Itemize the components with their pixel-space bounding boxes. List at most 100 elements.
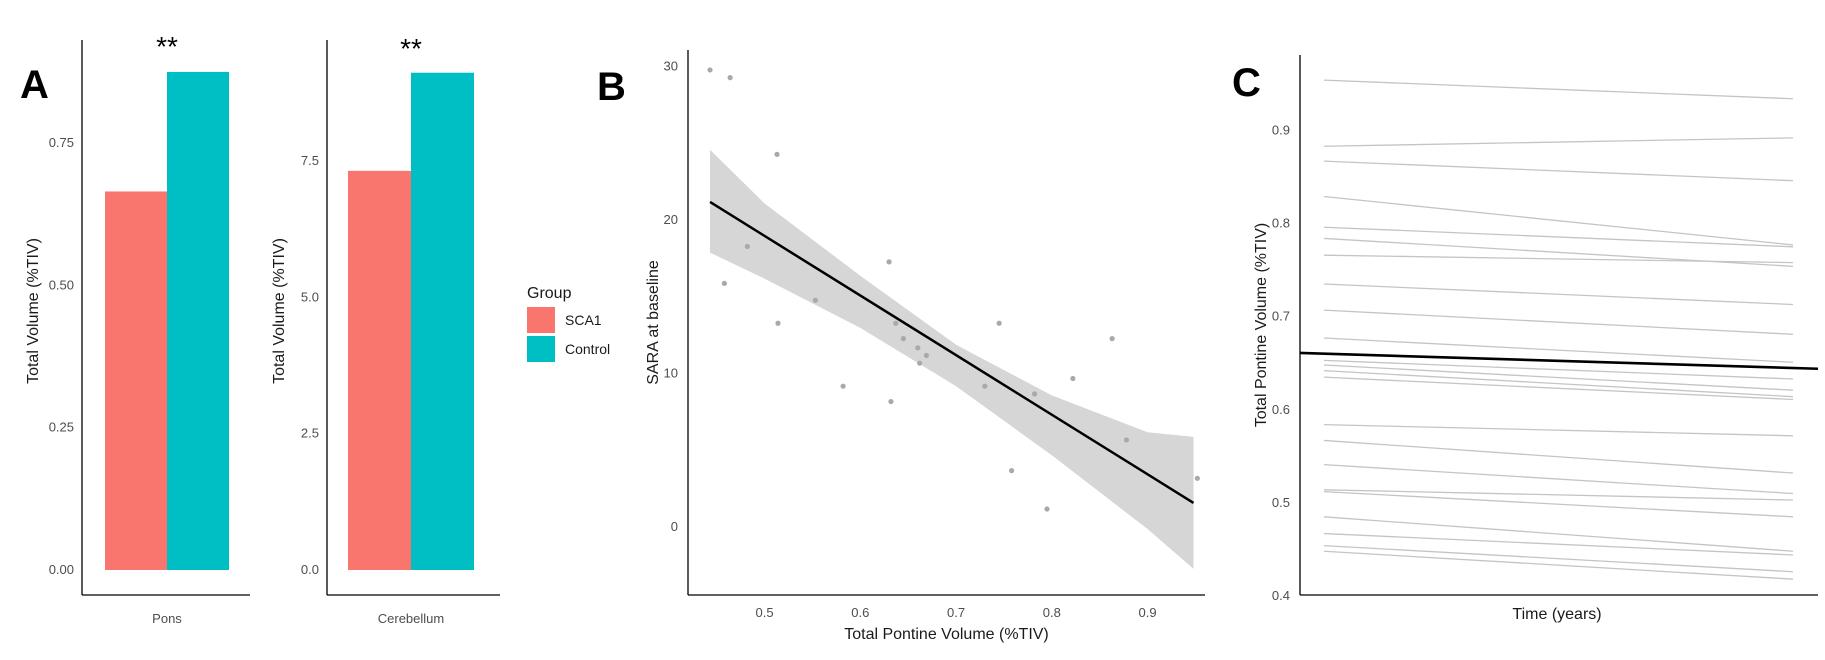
significance-annotation: ** [156, 31, 178, 62]
subject-trajectory [1323, 439, 1794, 474]
y-tick-label: 10 [664, 365, 678, 380]
data-point [1123, 437, 1130, 443]
subject-trajectory [1323, 369, 1794, 398]
data-point [1031, 391, 1038, 397]
subject-trajectory [1323, 491, 1794, 518]
pons-bar-chart: 0.00 0.25 0.50 0.75 ** Pons Total Volume (%TIV… [25, 31, 250, 626]
y-tick-label: 0.5 [1272, 495, 1290, 510]
data-point [707, 67, 713, 73]
x-axis-title: Time (years) [1512, 606, 1601, 623]
data-point [1009, 468, 1015, 474]
data-point [996, 320, 1002, 326]
pontine-trajectory-chart: 0.4 0.5 0.6 0.7 0.8 0.9 Time (years) Total Pont… [1253, 55, 1819, 623]
data-point [774, 151, 780, 157]
y-axis-title: Total Volume (%TIV) [271, 238, 288, 384]
y-tick-label: 7.5 [301, 153, 319, 168]
legend-swatch-sca1 [527, 307, 555, 333]
x-tick-label: 0.5 [756, 605, 774, 620]
subject-trajectory [1323, 309, 1794, 335]
data-point [888, 398, 894, 405]
subject-trajectory [1323, 516, 1794, 552]
legend-title: Group [527, 285, 572, 302]
x-tick-label: 0.8 [1043, 605, 1061, 620]
y-axis-title: SARA at baseline [645, 260, 662, 385]
y-axis-title: Total Volume (%TIV) [25, 238, 42, 384]
data-point [893, 320, 899, 326]
data-point [727, 75, 733, 81]
x-axis-title: Total Pontine Volume (%TIV) [844, 626, 1049, 643]
y-tick-label: 0.4 [1272, 588, 1290, 603]
y-tick-label: 0.7 [1272, 309, 1290, 324]
subject-trajectory [1323, 237, 1794, 267]
panel-label-c: C [1232, 61, 1261, 105]
subject-trajectory [1323, 359, 1794, 380]
subject-trajectory [1323, 254, 1794, 264]
mean-trajectory-line [1299, 351, 1819, 371]
subject-trajectory [1323, 532, 1794, 556]
data-point [982, 383, 988, 389]
x-tick-label: 0.9 [1139, 605, 1157, 620]
regression-line [709, 200, 1195, 504]
y-tick-label: 5.0 [301, 289, 319, 304]
y-tick-label: 0.25 [49, 420, 74, 435]
cerebellum-bar-chart: 0.0 2.5 5.0 7.5 ** Cerebellum Total Volume (%T… [271, 33, 500, 626]
bar-control [411, 72, 474, 570]
subject-trajectory [1323, 226, 1794, 248]
data-point [886, 259, 892, 265]
x-tick-label: 0.6 [851, 605, 869, 620]
y-tick-label: 0.00 [49, 562, 74, 577]
legend-label-sca1: SCA1 [565, 312, 602, 328]
data-point [1109, 336, 1115, 342]
data-point [1044, 506, 1050, 512]
subject-trajectory [1323, 137, 1794, 147]
y-tick-label: 0.6 [1272, 402, 1290, 417]
y-tick-label: 0.8 [1272, 216, 1290, 231]
data-point [1194, 475, 1200, 481]
y-tick-label: 0 [671, 519, 678, 534]
data-point [721, 280, 727, 286]
subject-trajectory [1323, 79, 1794, 100]
data-point [900, 336, 907, 342]
data-point [744, 243, 750, 250]
panel-label-b: B [597, 65, 626, 109]
subject-trajectory [1323, 489, 1794, 501]
subject-trajectory [1323, 364, 1794, 391]
y-tick-label: 0.0 [301, 562, 319, 577]
data-point [915, 345, 921, 351]
data-point [917, 360, 923, 366]
bar-sca1 [348, 170, 411, 570]
bar-sca1 [105, 191, 167, 570]
legend: Group SCA1 Control [527, 285, 610, 362]
legend-label-control: Control [565, 341, 610, 357]
y-tick-label: 0.50 [49, 277, 74, 292]
y-axis-title: Total Pontine Volume (%TIV) [1253, 223, 1270, 428]
x-tick-label: Pons [152, 611, 182, 626]
sara-scatter-chart: 0.5 0.6 0.7 0.8 0.9 0 10 20 30 Total Pontine Volu… [645, 50, 1205, 643]
subject-trajectory [1323, 423, 1794, 437]
subject-trajectory [1323, 545, 1794, 573]
subject-trajectory [1323, 464, 1794, 495]
subject-trajectory [1323, 160, 1794, 182]
y-tick-label: 2.5 [301, 426, 319, 441]
subject-trajectory [1323, 376, 1794, 401]
significance-annotation: ** [400, 33, 422, 64]
subject-trajectory [1323, 283, 1794, 306]
x-tick-label: 0.7 [947, 605, 965, 620]
subject-trajectory [1323, 195, 1794, 246]
panel-label-a: A [20, 63, 49, 107]
data-point [775, 320, 781, 326]
data-point [1070, 375, 1076, 382]
y-tick-label: 0.75 [49, 135, 74, 150]
bar-control [167, 71, 229, 570]
data-point [812, 297, 818, 303]
data-point [840, 383, 846, 389]
data-point [923, 352, 929, 359]
y-tick-label: 30 [664, 58, 678, 73]
y-tick-label: 0.9 [1272, 122, 1290, 137]
subject-trajectory [1323, 550, 1794, 580]
x-tick-label: Cerebellum [378, 611, 444, 626]
subject-trajectory [1323, 337, 1794, 363]
confidence-band [710, 149, 1194, 569]
legend-swatch-control [527, 336, 555, 362]
